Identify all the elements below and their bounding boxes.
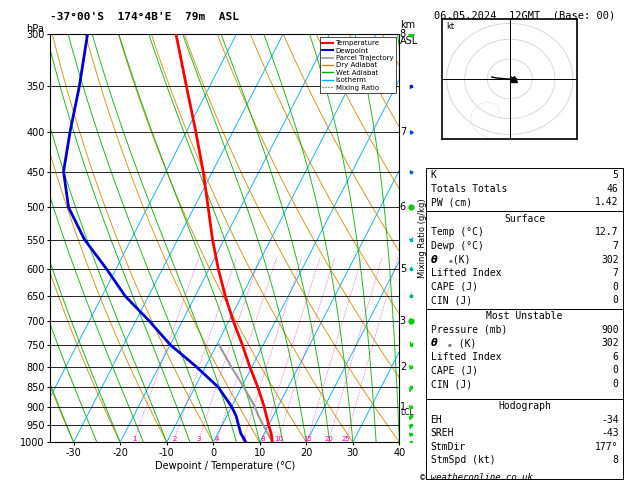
Text: km: km — [400, 20, 415, 30]
Text: 15: 15 — [303, 436, 312, 442]
Text: 1.42: 1.42 — [595, 197, 618, 208]
Text: 2: 2 — [172, 436, 176, 442]
Text: 2: 2 — [400, 362, 406, 372]
X-axis label: Dewpoint / Temperature (°C): Dewpoint / Temperature (°C) — [155, 461, 295, 470]
Text: 10: 10 — [274, 436, 283, 442]
Text: SREH: SREH — [431, 428, 454, 438]
Text: 06.05.2024  12GMT  (Base: 00): 06.05.2024 12GMT (Base: 00) — [434, 11, 615, 21]
Text: 4: 4 — [215, 436, 220, 442]
Text: ASL: ASL — [400, 36, 418, 46]
Text: 302: 302 — [601, 255, 618, 265]
Text: 0: 0 — [613, 295, 618, 306]
Text: 8: 8 — [400, 29, 406, 39]
Text: θ: θ — [431, 338, 437, 348]
Text: StmSpd (kt): StmSpd (kt) — [431, 455, 495, 466]
Text: 900: 900 — [601, 325, 618, 335]
Text: 25: 25 — [342, 436, 350, 442]
Text: ₑ (K): ₑ (K) — [447, 338, 477, 348]
Text: kt: kt — [447, 22, 455, 32]
Text: 3: 3 — [400, 316, 406, 326]
Text: 46: 46 — [607, 184, 618, 194]
Text: 6: 6 — [242, 436, 246, 442]
Text: PW (cm): PW (cm) — [431, 197, 472, 208]
Text: 5: 5 — [613, 170, 618, 180]
Text: 20: 20 — [325, 436, 333, 442]
Legend: Temperature, Dewpoint, Parcel Trajectory, Dry Adiabat, Wet Adiabat, Isotherm, Mi: Temperature, Dewpoint, Parcel Trajectory… — [320, 37, 396, 93]
Text: 7: 7 — [613, 268, 618, 278]
Text: -43: -43 — [601, 428, 618, 438]
Text: Mixing Ratio (g/kg): Mixing Ratio (g/kg) — [418, 198, 426, 278]
Text: -37°00'S  174°4B'E  79m  ASL: -37°00'S 174°4B'E 79m ASL — [50, 12, 239, 22]
Text: LCL: LCL — [400, 408, 413, 417]
Text: Totals Totals: Totals Totals — [431, 184, 507, 194]
Text: θ: θ — [431, 255, 437, 265]
Text: 5: 5 — [400, 264, 406, 274]
Text: Temp (°C): Temp (°C) — [431, 227, 484, 238]
Text: CIN (J): CIN (J) — [431, 295, 472, 306]
Text: Most Unstable: Most Unstable — [486, 311, 563, 321]
Text: K: K — [431, 170, 437, 180]
Text: CAPE (J): CAPE (J) — [431, 365, 477, 376]
Text: 302: 302 — [601, 338, 618, 348]
Text: 1: 1 — [400, 401, 406, 412]
Text: -34: -34 — [601, 415, 618, 425]
Text: 12.7: 12.7 — [595, 227, 618, 238]
Text: 7: 7 — [400, 126, 406, 137]
Text: 7: 7 — [613, 241, 618, 251]
Text: 1: 1 — [132, 436, 136, 442]
Text: CAPE (J): CAPE (J) — [431, 282, 477, 292]
Text: 8: 8 — [261, 436, 265, 442]
Text: Dewp (°C): Dewp (°C) — [431, 241, 484, 251]
Text: Lifted Index: Lifted Index — [431, 352, 501, 362]
Text: CIN (J): CIN (J) — [431, 379, 472, 389]
Text: 6: 6 — [613, 352, 618, 362]
Text: Surface: Surface — [504, 214, 545, 224]
Text: 0: 0 — [613, 282, 618, 292]
Text: EH: EH — [431, 415, 442, 425]
Text: ₑ(K): ₑ(K) — [447, 255, 471, 265]
Text: 8: 8 — [613, 455, 618, 466]
Text: 177°: 177° — [595, 442, 618, 452]
Text: hPa: hPa — [26, 24, 44, 34]
Text: 0: 0 — [613, 365, 618, 376]
Text: 3: 3 — [197, 436, 201, 442]
Text: © weatheronline.co.uk: © weatheronline.co.uk — [420, 473, 533, 482]
Text: Hodograph: Hodograph — [498, 401, 551, 411]
Text: Pressure (mb): Pressure (mb) — [431, 325, 507, 335]
Text: 0: 0 — [613, 379, 618, 389]
Text: StmDir: StmDir — [431, 442, 466, 452]
Text: 6: 6 — [400, 202, 406, 212]
Text: Lifted Index: Lifted Index — [431, 268, 501, 278]
